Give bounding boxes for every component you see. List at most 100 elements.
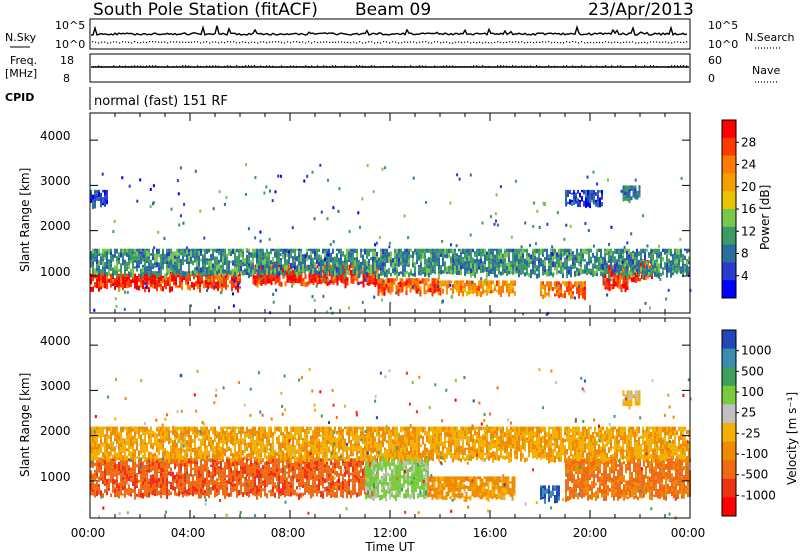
region-8-cell [176, 261, 178, 266]
nsearch-dot [287, 41, 289, 43]
scatter-echo [627, 273, 630, 277]
scatter-echo [574, 296, 576, 300]
scatter-echo [245, 163, 248, 167]
region-0-cell [162, 482, 164, 485]
region-8-cell [530, 269, 532, 273]
region-0-cell [228, 477, 230, 481]
region-0-cell [210, 490, 212, 495]
region-0-cell [254, 487, 256, 491]
region-8-cell [466, 266, 468, 272]
region-1-cell [365, 469, 367, 475]
region-8-cell [474, 263, 476, 268]
region-0-cell [96, 487, 98, 491]
region-8-cell [362, 270, 364, 274]
region-0-cell [202, 484, 204, 489]
region-0-cell [344, 479, 346, 483]
region-0-cell [124, 493, 126, 498]
region-10-cell [585, 202, 587, 208]
region-8-cell [432, 266, 434, 269]
region-8-cell [490, 264, 492, 269]
region-8-cell [532, 268, 534, 275]
region-8-cell [290, 263, 292, 269]
region-8-cell [656, 252, 658, 256]
region-0-cell [358, 473, 360, 479]
region-3-cell [423, 278, 426, 283]
region-8-cell [464, 266, 466, 271]
region-1-cell [403, 479, 405, 482]
region-8-cell [108, 270, 110, 277]
scatter-echo [179, 166, 182, 170]
region-8-cell [348, 257, 350, 260]
region-8-cell [646, 248, 648, 252]
region-0-cell [154, 492, 156, 497]
region-8-cell [434, 268, 436, 275]
region-8-cell [654, 262, 656, 268]
region-8-cell [614, 263, 616, 270]
nave-dot [680, 65, 682, 67]
region-0-cell [282, 462, 284, 469]
region-8-cell [458, 257, 460, 261]
region-8-cell [408, 259, 410, 264]
region-0-cell [106, 283, 108, 289]
nave-dot [236, 65, 238, 67]
nave-dot [203, 66, 205, 68]
region-8-cell [394, 271, 396, 276]
region-0-cell [268, 473, 270, 477]
nave-dot [674, 65, 676, 67]
region-0-cell [314, 475, 316, 478]
region-1-cell [423, 474, 425, 478]
region-1-cell [371, 459, 373, 465]
region-1-cell [389, 473, 391, 478]
region-8-cell [178, 263, 180, 270]
region-8-cell [634, 260, 636, 265]
nave-dot [371, 65, 373, 67]
region-2-cell [316, 273, 319, 279]
region-4-cell [452, 290, 454, 295]
region-0-cell [166, 458, 168, 463]
region-8-cell [92, 270, 94, 275]
region-8-cell [502, 261, 504, 265]
region-0-cell [92, 484, 94, 490]
region-8-cell [650, 266, 652, 271]
region-0-cell [340, 468, 342, 473]
region-8-cell [104, 251, 106, 258]
region-1-cell [419, 464, 421, 471]
region-8-cell [258, 259, 260, 264]
region-0-cell [144, 277, 146, 281]
region-0-cell [314, 488, 316, 494]
region-1-cell [227, 284, 229, 288]
scatter-echo [326, 251, 329, 255]
region-8-cell [166, 256, 168, 261]
nave-dot [161, 66, 163, 68]
region-0-cell [236, 484, 238, 488]
region-0-cell [338, 473, 340, 478]
nsearch-dot [188, 41, 190, 43]
region-8-cell [672, 270, 674, 273]
region-8-cell [432, 257, 434, 262]
region-0-cell [360, 478, 362, 485]
region-3-cell [391, 286, 394, 293]
nsearch-dot [272, 41, 274, 43]
region-8-cell [406, 270, 408, 275]
region-1-cell [239, 286, 241, 289]
region-8-cell [670, 272, 672, 278]
region-8-cell [472, 248, 474, 253]
region-0-cell [286, 493, 288, 496]
region-0-cell [264, 484, 266, 489]
region-0-cell [210, 487, 212, 491]
region-3-cell [381, 286, 384, 292]
region-0-cell [110, 466, 112, 472]
region-8-cell [228, 269, 230, 275]
region-1-cell [399, 465, 401, 471]
region-0-cell [244, 490, 246, 495]
region-8-cell [400, 253, 402, 259]
region-8-cell [558, 262, 560, 268]
region-8-cell [196, 248, 198, 253]
region-4-cell [508, 283, 510, 286]
region-4-cell [464, 288, 466, 293]
region-8-cell [236, 263, 238, 268]
region-0-cell [116, 273, 118, 280]
region-2-cell [336, 280, 339, 286]
scatter-echo [327, 178, 329, 182]
region-8-cell [460, 264, 462, 270]
